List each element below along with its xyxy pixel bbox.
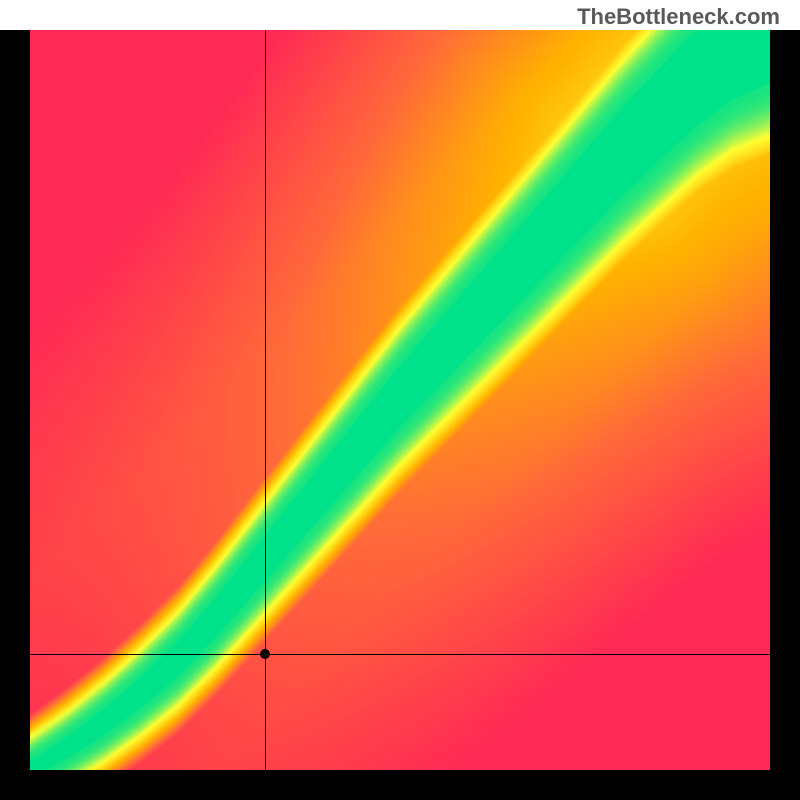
chart-outer-frame (0, 30, 800, 800)
crosshair-vertical-line (265, 30, 266, 770)
heatmap-plot-area (30, 30, 770, 770)
heatmap-canvas (30, 30, 770, 770)
crosshair-marker-dot (260, 649, 270, 659)
crosshair-horizontal-line (30, 654, 770, 655)
watermark: TheBottleneck.com (577, 4, 780, 30)
